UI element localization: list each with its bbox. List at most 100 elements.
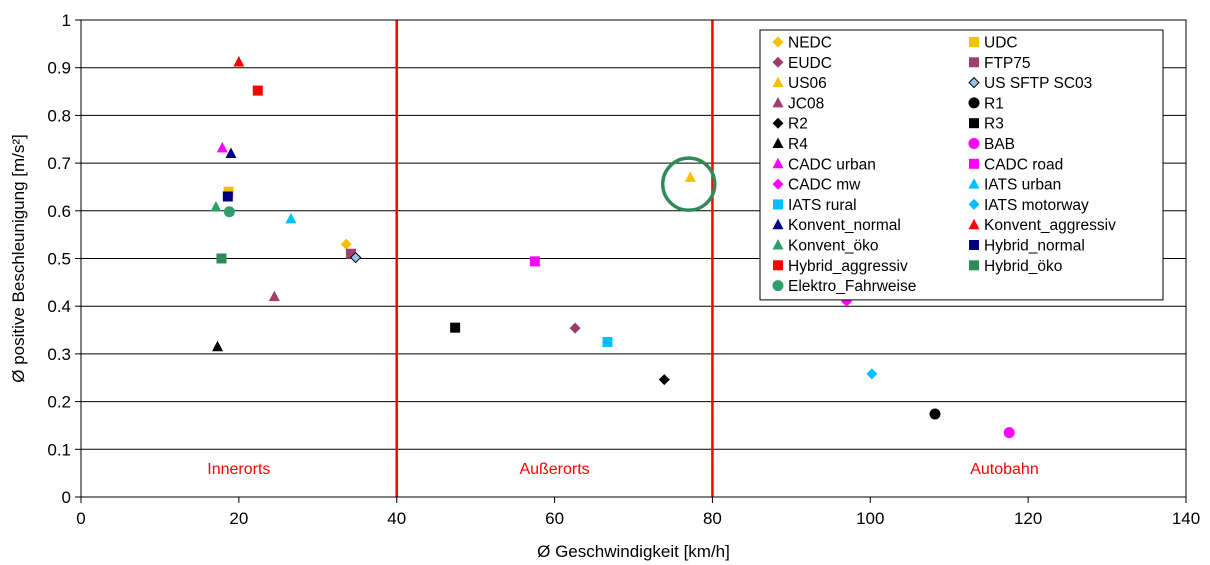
legend-label: R3 bbox=[984, 116, 1004, 133]
legend-marker bbox=[772, 157, 784, 169]
legend-label: R1 bbox=[984, 95, 1004, 112]
legend-label: US06 bbox=[788, 75, 827, 92]
legend: NEDC UDC EUDC FTP75 US06 US SFTP SC03 JC08 R1 R2… bbox=[759, 29, 1164, 301]
legend-label: Elektro_Fahrweise bbox=[788, 278, 916, 295]
legend-label: JC08 bbox=[788, 95, 824, 112]
legend-marker bbox=[968, 178, 980, 189]
legend-marker bbox=[969, 240, 979, 250]
legend-marker bbox=[772, 137, 784, 148]
y-tick-label: 0.5 bbox=[47, 250, 71, 269]
x-tick-label: 140 bbox=[1172, 509, 1200, 528]
y-axis-ticks: 0 0.1 0.2 0.3 0.4 0.5 0.6 0.7 0.8 0.9 1 bbox=[47, 11, 81, 507]
legend-marker bbox=[968, 97, 980, 109]
legend-marker bbox=[969, 118, 979, 129]
legend-marker bbox=[772, 218, 784, 230]
zone-labels: Innerorts Außerorts Autobahn bbox=[207, 461, 1038, 478]
data-point bbox=[222, 191, 233, 202]
data-point bbox=[216, 141, 228, 153]
data-point bbox=[1003, 427, 1015, 439]
data-point bbox=[216, 253, 227, 264]
gridlines bbox=[81, 67, 1186, 450]
y-tick-label: 0.8 bbox=[47, 106, 71, 125]
legend-label: EUDC bbox=[788, 55, 832, 72]
legend-marker bbox=[968, 198, 980, 210]
legend-label: Konvent_öko bbox=[788, 238, 879, 255]
x-tick-label: 100 bbox=[856, 509, 884, 528]
y-tick-label: 0.6 bbox=[47, 202, 71, 221]
data-point bbox=[866, 368, 878, 380]
legend-box bbox=[759, 29, 1164, 301]
x-tick-label: 0 bbox=[76, 509, 85, 528]
legend-label: BAB bbox=[984, 136, 1015, 153]
legend-label: R2 bbox=[788, 116, 808, 133]
legend-label: R4 bbox=[788, 136, 808, 153]
data-point bbox=[450, 322, 461, 333]
x-axis-title: Ø Geschwindigkeit [km/h] bbox=[537, 542, 730, 561]
legend-marker bbox=[772, 178, 784, 190]
zone-label: Innerorts bbox=[207, 461, 270, 478]
y-tick-label: 0.2 bbox=[47, 393, 71, 412]
zone-label: Außerorts bbox=[519, 461, 589, 478]
data-point bbox=[529, 256, 540, 267]
legend-label: Konvent_normal bbox=[788, 217, 901, 234]
y-tick-label: 0.4 bbox=[47, 297, 71, 316]
data-point bbox=[223, 206, 235, 218]
legend-label: UDC bbox=[984, 35, 1018, 52]
data-point bbox=[285, 212, 297, 224]
legend-marker bbox=[968, 138, 980, 149]
x-tick-label: 80 bbox=[703, 509, 722, 528]
y-tick-label: 0.1 bbox=[47, 440, 71, 459]
legend-label: Hybrid_aggressiv bbox=[788, 258, 908, 275]
data-point bbox=[233, 55, 245, 67]
legend-marker bbox=[772, 56, 784, 68]
legend-label: IATS motorway bbox=[984, 197, 1089, 214]
legend-marker bbox=[773, 199, 783, 210]
legend-marker bbox=[772, 239, 784, 250]
legend-label: CADC mw bbox=[788, 177, 861, 194]
data-point bbox=[225, 147, 237, 159]
legend-marker bbox=[969, 260, 979, 271]
legend-label: CADC urban bbox=[788, 156, 876, 173]
data-point bbox=[929, 408, 941, 420]
y-tick-label: 0.9 bbox=[47, 59, 71, 78]
legend-label: Konvent_aggressiv bbox=[984, 217, 1116, 234]
data-points bbox=[210, 55, 1015, 439]
data-point bbox=[345, 248, 356, 259]
x-tick-label: 120 bbox=[1014, 509, 1042, 528]
data-point bbox=[252, 85, 263, 96]
legend-marker bbox=[772, 117, 784, 129]
legend-marker bbox=[968, 76, 980, 89]
highlight-circle bbox=[661, 156, 717, 212]
legend-marker bbox=[969, 37, 979, 47]
legend-marker bbox=[969, 158, 979, 169]
legend-marker bbox=[772, 96, 784, 108]
legend-label: FTP75 bbox=[984, 55, 1031, 72]
y-tick-label: 0.7 bbox=[47, 154, 71, 173]
data-point bbox=[684, 171, 696, 182]
data-point bbox=[569, 322, 581, 334]
legend-marker bbox=[772, 280, 784, 292]
legend-marker bbox=[773, 260, 783, 271]
data-point bbox=[210, 200, 222, 212]
data-point bbox=[658, 374, 670, 386]
data-point bbox=[602, 336, 613, 347]
legend-label: NEDC bbox=[788, 35, 832, 52]
x-tick-label: 20 bbox=[229, 509, 248, 528]
y-tick-label: 1 bbox=[62, 11, 71, 30]
legend-label: IATS rural bbox=[788, 197, 857, 214]
data-point bbox=[212, 340, 224, 352]
data-point bbox=[349, 251, 362, 264]
x-axis-ticks: 0 20 40 60 80 100 120 140 bbox=[76, 497, 1200, 528]
legend-label: IATS urban bbox=[984, 177, 1061, 194]
zone-label: Autobahn bbox=[970, 461, 1039, 478]
data-point bbox=[268, 290, 280, 302]
y-axis-title: Ø positive Beschleunigung [m/s²] bbox=[9, 134, 28, 383]
legend-marker bbox=[772, 36, 784, 48]
legend-marker bbox=[968, 218, 980, 230]
y-tick-label: 0 bbox=[62, 488, 71, 507]
zone-boundaries bbox=[395, 20, 714, 497]
legend-label: Hybrid_normal bbox=[984, 238, 1085, 255]
x-tick-label: 40 bbox=[387, 509, 406, 528]
data-point bbox=[340, 238, 352, 250]
